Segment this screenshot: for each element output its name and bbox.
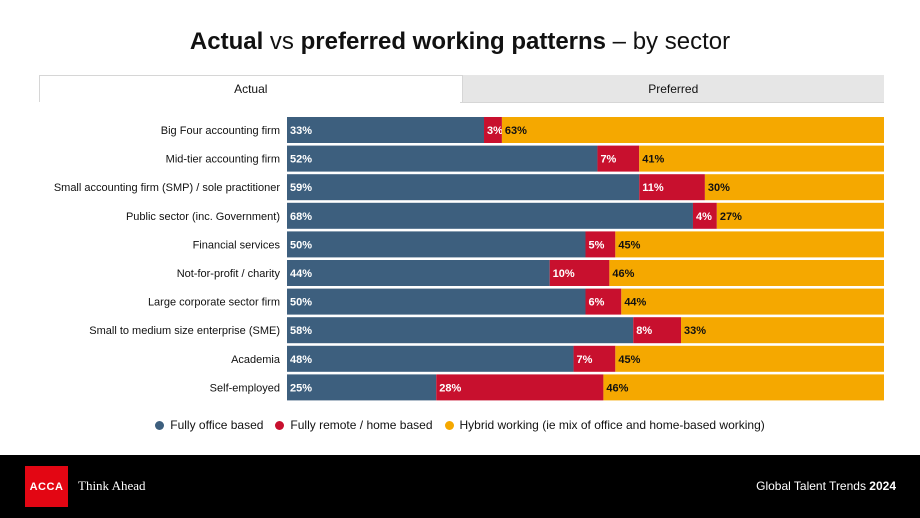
- bar-segment: [484, 117, 502, 143]
- bar-segment: [287, 288, 586, 315]
- footer-bar: ACCA Think Ahead Global Talent Trends 20…: [0, 455, 920, 518]
- bar-segment: [615, 231, 884, 258]
- data-label: 30%: [708, 182, 730, 194]
- category-label: Not-for-profit / charity: [177, 268, 281, 280]
- stacked-bar-chart: Big Four accounting firm 33% 3% 63% Mid-tier…: [54, 117, 884, 401]
- data-label: 10%: [553, 268, 575, 280]
- legend-dot-remote: [275, 420, 285, 430]
- data-label: 25%: [290, 382, 312, 394]
- view-tabs: Actual Preferred: [39, 75, 884, 102]
- bar-segment: [549, 260, 610, 286]
- data-label: 50%: [290, 239, 312, 251]
- legend-dot-hybrid: [444, 420, 454, 430]
- legend-label-hybrid: Hybrid working (ie mix of office and hom…: [459, 418, 765, 432]
- bar-segment: [704, 174, 884, 201]
- bar-segment: [287, 317, 634, 344]
- data-label: 33%: [290, 125, 312, 137]
- bar-segment: [716, 202, 884, 229]
- bar-segment: [615, 345, 884, 372]
- category-label: Self-employed: [210, 382, 280, 394]
- data-label: 33%: [684, 325, 706, 337]
- acca-logo: ACCA: [25, 466, 68, 507]
- legend-label-remote: Fully remote / home based: [290, 418, 433, 432]
- data-label: 46%: [606, 382, 628, 394]
- tab-divider: [460, 102, 884, 103]
- data-label: 8%: [636, 325, 652, 337]
- tab-preferred[interactable]: Preferred: [462, 75, 884, 102]
- bar-segment: [287, 260, 550, 286]
- bar-segment: [573, 345, 616, 372]
- bar-segment: [585, 288, 622, 315]
- legend-dot-office: [155, 420, 165, 430]
- data-label: 27%: [720, 211, 742, 223]
- data-label: 4%: [696, 211, 712, 223]
- data-label: 58%: [290, 325, 312, 337]
- bar-segment: [287, 145, 598, 172]
- bar-segment: [287, 202, 693, 229]
- category-label: Mid-tier accounting firm: [166, 154, 280, 166]
- data-label: 63%: [505, 125, 527, 137]
- title-actual: Actual: [189, 28, 264, 55]
- report-name: Global Talent Trends 2024: [756, 479, 896, 493]
- category-label: Large corporate sector firm: [148, 297, 280, 309]
- bar-segment: [501, 117, 884, 143]
- tagline: Think Ahead: [78, 478, 146, 493]
- bar-segment: [287, 345, 574, 372]
- bar-segment: [287, 174, 640, 201]
- bar-segment: [609, 260, 884, 286]
- data-label: 3%: [487, 125, 503, 137]
- data-label: 44%: [290, 268, 312, 280]
- data-label: 68%: [290, 211, 312, 223]
- category-label: Academia: [231, 354, 281, 366]
- report-prefix: Global Talent Trends: [756, 479, 870, 493]
- category-label: Big Four accounting firm: [161, 125, 280, 137]
- data-label: 41%: [642, 154, 664, 166]
- data-label: 59%: [290, 182, 312, 194]
- data-label: 7%: [600, 154, 616, 166]
- chart-legend: Fully office based Fully remote / home b…: [0, 418, 920, 432]
- bar-segment: [597, 145, 640, 172]
- category-label: Small to medium size enterprise (SME): [89, 325, 280, 337]
- report-year: 2024: [869, 479, 896, 493]
- bar-segment: [681, 317, 884, 344]
- data-label: 48%: [290, 354, 312, 366]
- data-label: 11%: [642, 182, 664, 194]
- data-label: 28%: [439, 382, 461, 394]
- legend-item-hybrid: Hybrid working (ie mix of office and hom…: [444, 418, 765, 432]
- legend-item-remote: Fully remote / home based: [275, 418, 433, 432]
- tab-actual[interactable]: Actual: [39, 75, 463, 102]
- title-vs: vs: [263, 28, 301, 55]
- bar-segment: [639, 174, 705, 201]
- bar-segment: [287, 374, 437, 401]
- category-label: Public sector (inc. Government): [126, 211, 280, 223]
- data-label: 7%: [577, 354, 593, 366]
- data-label: 45%: [618, 239, 640, 251]
- category-label: Financial services: [193, 239, 281, 251]
- bar-segment: [585, 231, 616, 258]
- bar-segment: [692, 202, 717, 229]
- bar-segment: [287, 231, 586, 258]
- data-label: 52%: [290, 154, 312, 166]
- data-label: 44%: [624, 297, 646, 309]
- chart-title: Actual vs preferred working patterns – b…: [0, 28, 920, 56]
- bar-segment: [287, 117, 485, 143]
- category-label: Small accounting firm (SMP) / sole pract…: [54, 182, 281, 194]
- bar-segment: [603, 374, 884, 401]
- legend-item-office: Fully office based: [155, 418, 263, 432]
- data-label: 46%: [612, 268, 634, 280]
- data-label: 50%: [290, 297, 312, 309]
- data-label: 45%: [618, 354, 640, 366]
- bar-segment: [621, 288, 884, 315]
- bar-segment: [436, 374, 604, 401]
- title-by-sector: – by sector: [606, 28, 731, 55]
- data-label: 6%: [589, 297, 605, 309]
- bar-segment: [639, 145, 884, 172]
- legend-label-office: Fully office based: [170, 418, 264, 432]
- bar-segment: [633, 317, 682, 344]
- title-preferred: preferred working patterns: [300, 28, 607, 55]
- data-label: 5%: [589, 239, 605, 251]
